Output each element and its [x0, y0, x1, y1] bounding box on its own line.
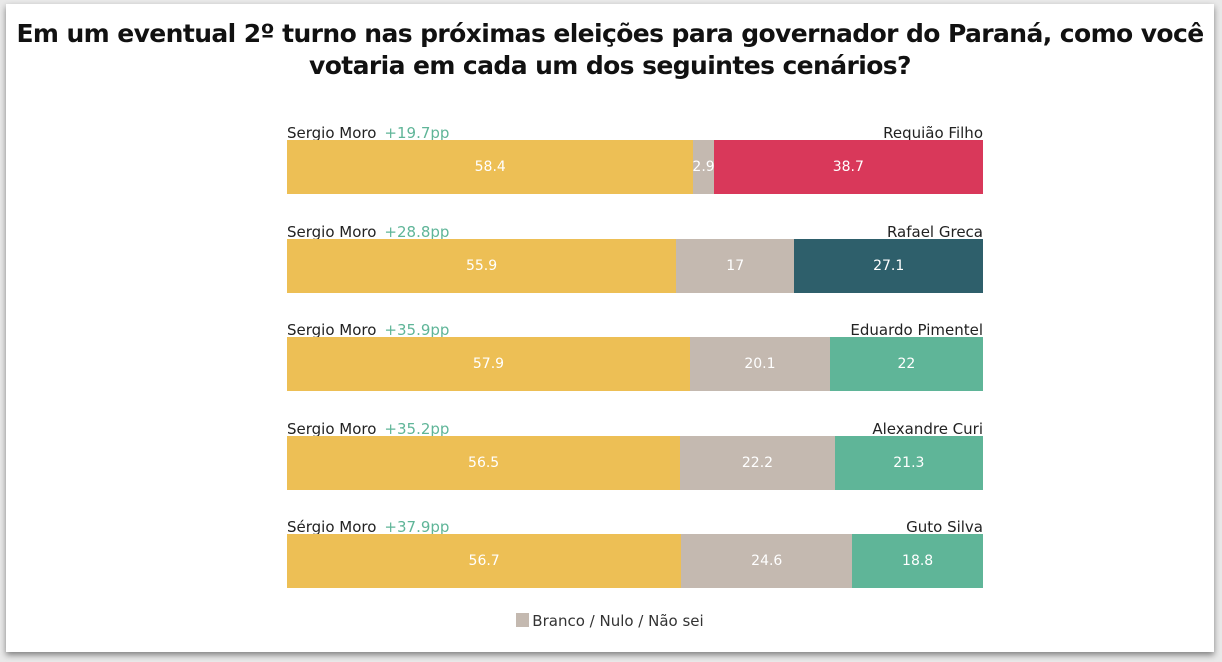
right-candidate-segment: 27.1 — [794, 238, 983, 293]
lead-label: +37.9pp — [384, 518, 450, 537]
stacked-bar: 56.7 24.6 18.8 — [287, 534, 983, 589]
left-candidate-label: Sergio Moro +35.2pp — [287, 420, 449, 438]
left-candidate-name: Sergio Moro — [287, 124, 377, 142]
left-candidate-name: Sergio Moro — [287, 321, 377, 340]
lead-label: +19.7pp — [384, 124, 450, 142]
legend: Branco / Nulo / Não sei — [6, 612, 1214, 630]
lead-label: +28.8pp — [384, 222, 450, 241]
left-candidate-segment: 55.9 — [287, 238, 677, 293]
right-candidate-name: Alexandre Curi — [872, 419, 983, 438]
left-candidate-label: Sergio Moro +28.8pp — [287, 223, 449, 241]
right-candidate-segment: 18.8 — [852, 534, 983, 589]
neutral-segment: 20.1 — [689, 337, 830, 392]
neutral-segment: 22.2 — [680, 435, 835, 490]
lead-label: +35.2pp — [384, 419, 450, 438]
right-candidate-segment: 21.3 — [834, 435, 983, 490]
neutral-segment: 2.9 — [693, 140, 714, 194]
stacked-bar: 57.9 20.1 22 — [287, 337, 983, 392]
left-candidate-name: Sergio Moro — [287, 419, 377, 438]
left-candidate-segment: 57.9 — [287, 337, 690, 392]
chart-card: Em um eventual 2º turno nas próximas ele… — [6, 4, 1214, 652]
right-candidate-name: Rafael Greca — [886, 222, 983, 241]
left-candidate-label: Sergio Moro +35.9pp — [287, 321, 449, 339]
left-candidate-label: Sergio Moro +19.7pp — [287, 124, 449, 142]
left-candidate-segment: 56.7 — [287, 534, 682, 589]
legend-label: Branco / Nulo / Não sei — [532, 612, 704, 630]
stacked-bar: 55.9 17 27.1 — [287, 238, 983, 293]
right-candidate-name: Eduardo Pimentel — [850, 321, 983, 340]
stacked-bar: 56.5 22.2 21.3 — [287, 435, 983, 490]
neutral-segment: 24.6 — [681, 534, 853, 589]
lead-label: +35.9pp — [384, 321, 450, 340]
left-candidate-name: Sergio Moro — [287, 222, 377, 241]
left-candidate-segment: 58.4 — [287, 140, 694, 194]
right-candidate-segment: 22 — [829, 337, 983, 392]
legend-swatch — [516, 613, 530, 627]
right-candidate-name: Guto Silva — [906, 518, 983, 537]
right-candidate-name: Requião Filho — [883, 124, 983, 142]
stacked-bar: 58.4 2.9 38.7 — [287, 140, 983, 194]
neutral-segment: 17 — [676, 238, 795, 293]
left-candidate-label: Sérgio Moro +37.9pp — [287, 518, 449, 536]
left-candidate-name: Sérgio Moro — [287, 518, 377, 537]
left-candidate-segment: 56.5 — [287, 435, 681, 490]
right-candidate-segment: 38.7 — [713, 140, 983, 194]
chart-title: Em um eventual 2º turno nas próximas ele… — [16, 19, 1204, 80]
